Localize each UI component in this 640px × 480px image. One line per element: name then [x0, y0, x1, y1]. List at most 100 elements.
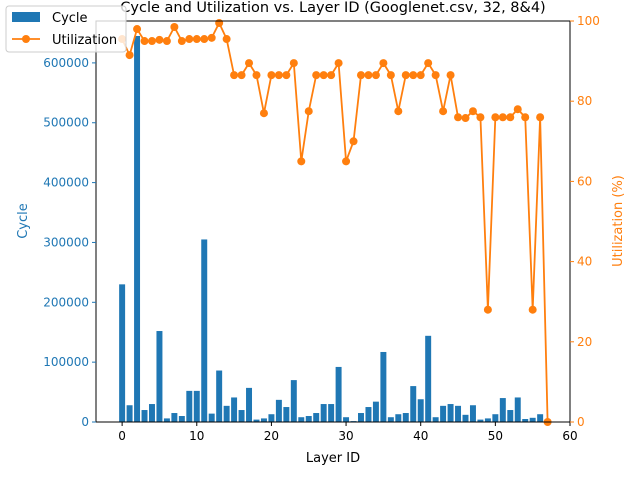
y-right-tick-label: 100: [577, 14, 600, 28]
utilization-point: [327, 71, 336, 80]
utilization-point: [431, 71, 440, 80]
utilization-point: [416, 71, 425, 80]
cycle-bar: [275, 399, 282, 422]
cycle-bar: [372, 401, 379, 422]
x-axis: 0 10 20 30 40 50 60: [118, 422, 578, 443]
utilization-point: [483, 305, 492, 314]
cycle-bar: [216, 370, 223, 422]
cycle-bar: [492, 414, 499, 422]
utilization-point: [424, 59, 433, 68]
x-tick-label: 50: [488, 429, 503, 443]
y-axis-left: 0 100000 200000 300000 400000 500000 600000: [43, 56, 96, 429]
utilization-point: [185, 35, 194, 44]
utilization-point: [133, 25, 142, 34]
y-left-tick-label: 300000: [43, 235, 89, 249]
utilization-point: [342, 157, 351, 166]
x-axis-label: Layer ID: [306, 451, 360, 466]
utilization-point: [230, 71, 239, 80]
y-left-tick-label: 100000: [43, 355, 89, 369]
y-left-tick-label: 200000: [43, 295, 89, 309]
cycle-bar: [231, 397, 238, 422]
utilization-point: [468, 107, 477, 116]
utilization-point: [394, 107, 403, 116]
utilization-point: [162, 37, 171, 46]
cycle-bar: [201, 239, 208, 422]
utilization-point: [371, 71, 380, 80]
y-right-tick-label: 20: [577, 335, 592, 349]
legend-utilization-marker: [22, 35, 30, 43]
cycle-bar: [410, 386, 417, 422]
y-right-tick-label: 0: [577, 415, 585, 429]
utilization-point: [379, 59, 388, 68]
cycle-bar: [246, 387, 253, 422]
x-tick-label: 60: [562, 429, 577, 443]
cycle-bar: [208, 413, 215, 422]
utilization-point: [237, 71, 246, 80]
utilization-point: [409, 71, 418, 80]
utilization-point: [259, 109, 268, 118]
cycle-bar: [328, 404, 335, 422]
utilization-point: [476, 113, 485, 122]
y-axis-right: 0 20 40 60 80 100: [570, 14, 600, 429]
utilization-point: [319, 71, 328, 80]
cycle-bar: [417, 399, 424, 422]
utilization-point: [177, 37, 186, 46]
legend: Cycle Utilization: [5, 5, 127, 53]
cycle-bar: [529, 417, 536, 422]
cycle-bar: [462, 414, 469, 422]
utilization-point: [200, 35, 209, 44]
cycle-bar: [432, 417, 439, 422]
y-right-tick-label: 80: [577, 94, 592, 108]
utilization-point: [356, 71, 365, 80]
cycle-bar: [447, 404, 454, 422]
utilization-point: [386, 71, 395, 80]
cycle-bar: [148, 404, 155, 422]
utilization-point: [274, 71, 283, 80]
cycle-bar: [298, 417, 305, 422]
utilization-point: [147, 37, 156, 46]
y-left-tick-label: 400000: [43, 176, 89, 190]
utilization-point: [125, 51, 134, 60]
legend-utilization-label: Utilization: [52, 33, 117, 48]
x-tick-label: 20: [264, 429, 279, 443]
utilization-point: [245, 59, 254, 68]
cycle-bar: [283, 407, 290, 422]
utilization-line: [118, 19, 552, 426]
cycle-bar: [186, 390, 193, 422]
utilization-point: [439, 107, 448, 116]
cycle-bar: [514, 397, 521, 422]
cycle-bars: [119, 35, 551, 423]
utilization-point: [454, 113, 463, 122]
cycle-bar: [126, 405, 133, 422]
y-left-tick-label: 0: [81, 415, 89, 429]
cycle-bar: [238, 410, 245, 422]
utilization-point: [491, 113, 500, 122]
plot-frame: [95, 20, 571, 423]
cycle-bar: [484, 418, 491, 422]
x-tick-label: 0: [118, 429, 126, 443]
x-tick-label: 40: [413, 429, 428, 443]
utilization-point: [207, 33, 216, 42]
cycle-bar: [507, 410, 514, 422]
cycle-bar: [156, 331, 163, 422]
utilization-point: [297, 157, 306, 166]
y-left-tick-label: 600000: [43, 56, 89, 70]
cycle-bar: [163, 418, 170, 422]
utilization-point: [192, 35, 201, 44]
utilization-point: [513, 105, 522, 114]
cycle-bar: [320, 404, 327, 422]
legend-cycle-swatch: [12, 12, 40, 22]
y-left-tick-label: 500000: [43, 116, 89, 130]
cycle-bar: [193, 390, 200, 422]
cycle-bar: [380, 351, 387, 422]
utilization-point: [312, 71, 321, 80]
cycle-bar: [358, 413, 364, 422]
cycle-bar: [522, 419, 529, 422]
utilization-point: [267, 71, 276, 80]
cycle-bar: [440, 405, 447, 422]
utilization-point: [289, 59, 298, 68]
utilization-point: [401, 71, 410, 80]
cycle-bar: [499, 398, 506, 422]
cycle-bar: [290, 380, 297, 422]
utilization-point: [252, 71, 261, 80]
